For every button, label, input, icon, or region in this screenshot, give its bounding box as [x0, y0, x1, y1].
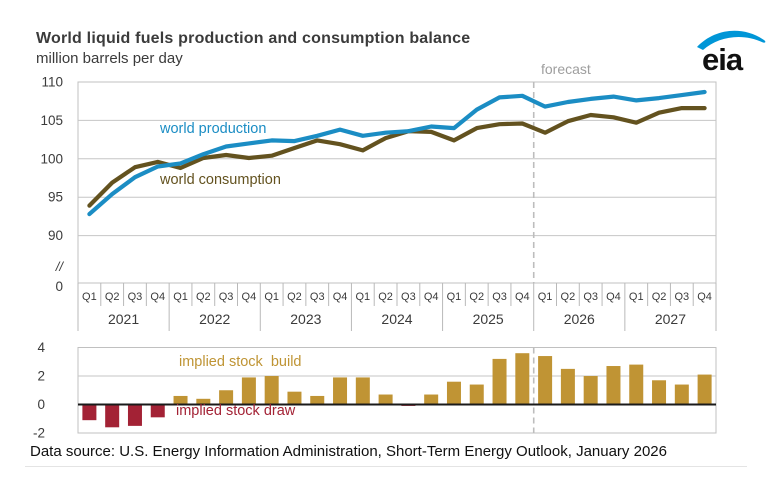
- quarter-tick-label: Q1: [629, 291, 644, 303]
- quarter-tick-label: Q3: [401, 291, 416, 303]
- stock-build-bar: [173, 395, 188, 405]
- y-axis-tick-label: 2: [37, 369, 45, 384]
- y-axis-tick-label: 110: [41, 75, 63, 90]
- quarter-tick-label: Q1: [447, 291, 462, 303]
- quarter-tick-label: Q4: [515, 291, 530, 303]
- year-tick-label: 2025: [473, 311, 504, 327]
- y-axis-tick-label: 4: [37, 340, 45, 355]
- stock-build-bar: [629, 364, 644, 405]
- quarter-tick-label: Q4: [697, 291, 712, 303]
- quarter-tick-label: Q4: [333, 291, 348, 303]
- stock-build-bar: [355, 377, 370, 405]
- quarter-tick-label: Q2: [196, 291, 211, 303]
- quarter-tick-label: Q4: [242, 291, 257, 303]
- stock-build-bar: [674, 384, 689, 405]
- stock-build-bar: [469, 384, 484, 405]
- consumption-line: [87, 105, 707, 208]
- stock-build-bar: [697, 374, 712, 405]
- stock-build-bar: [583, 376, 598, 405]
- quarter-tick-label: Q4: [424, 291, 439, 303]
- quarter-tick-label: Q4: [150, 291, 165, 303]
- y-axis-tick-label: 95: [48, 190, 63, 205]
- stock-build-bar: [538, 356, 553, 405]
- bottom-plot-border: [77, 347, 717, 434]
- y-axis-tick-label: 100: [40, 151, 63, 166]
- quarter-tick-label: Q3: [492, 291, 507, 303]
- y-axis-tick-label: 0: [37, 397, 45, 412]
- quarter-tick-label: Q1: [538, 291, 553, 303]
- stock-draw-label: implied stock draw: [176, 403, 296, 419]
- year-tick-label: 2026: [564, 311, 595, 327]
- eia-logo-text: eia: [702, 42, 744, 74]
- y-axis-zero-label: 0: [55, 279, 63, 294]
- year-tick-label: 2027: [655, 311, 686, 327]
- stock-build-bar: [219, 390, 234, 405]
- stock-build-bar: [196, 398, 211, 405]
- production-series-label: world production: [160, 121, 267, 137]
- y-axis-break-mark: //: [55, 259, 65, 274]
- quarter-tick-label: Q3: [310, 291, 325, 303]
- y-axis-tick-label: 105: [40, 113, 63, 128]
- consumption-series-label: world consumption: [160, 172, 281, 188]
- chart-units-label: million barrels per day: [36, 50, 183, 67]
- eia-logo-swoosh-icon: [697, 30, 766, 50]
- quarter-tick-label: Q2: [105, 291, 120, 303]
- page-title: World liquid fuels production and consum…: [36, 30, 471, 47]
- quarter-tick-label: Q4: [606, 291, 621, 303]
- year-tick-label: 2024: [381, 311, 412, 327]
- y-axis-tick-label: -2: [33, 426, 45, 441]
- stock-build-bar: [652, 380, 667, 405]
- stock-build-bar: [333, 377, 348, 405]
- stock-build-bar: [310, 395, 325, 405]
- production-line: [87, 89, 707, 217]
- data-source-note: Data source: U.S. Energy Information Adm…: [30, 443, 667, 460]
- stock-build-bar: [515, 353, 530, 405]
- stock-build-bar: [446, 381, 461, 405]
- y-axis-tick-label: 90: [48, 228, 63, 243]
- forecast-label: forecast: [541, 61, 591, 77]
- quarter-tick-label: Q2: [287, 291, 302, 303]
- quarter-tick-label: Q1: [82, 291, 97, 303]
- stock-build-label: implied stock build: [179, 354, 302, 370]
- stock-build-bar: [560, 368, 575, 405]
- year-tick-label: 2022: [199, 311, 230, 327]
- quarter-tick-label: Q3: [128, 291, 143, 303]
- quarter-tick-label: Q3: [674, 291, 689, 303]
- eia-logo: eia: [697, 30, 766, 74]
- quarter-tick-label: Q3: [219, 291, 234, 303]
- quarter-tick-label: Q1: [173, 291, 188, 303]
- quarter-tick-label: Q2: [652, 291, 667, 303]
- stock-build-bar: [606, 366, 621, 405]
- quarter-tick-label: Q2: [469, 291, 484, 303]
- year-tick-label: 2021: [108, 311, 139, 327]
- quarter-tick-label: Q1: [355, 291, 370, 303]
- stock-build-bar: [287, 391, 302, 405]
- stock-build-bar: [378, 394, 393, 405]
- stock-draw-bar: [82, 404, 97, 421]
- stock-draw-bar: [150, 404, 165, 418]
- stock-build-bar: [492, 358, 507, 405]
- stock-build-bar: [424, 394, 439, 405]
- quarter-tick-label: Q2: [378, 291, 393, 303]
- stock-build-bar: [264, 376, 279, 405]
- stock-draw-bar: [127, 404, 142, 426]
- quarter-tick-label: Q2: [561, 291, 576, 303]
- footer-divider: [25, 466, 747, 467]
- stock-build-bar: [241, 377, 256, 405]
- year-tick-label: 2023: [290, 311, 321, 327]
- stock-draw-bar: [105, 404, 120, 428]
- quarter-tick-label: Q3: [583, 291, 598, 303]
- quarter-tick-label: Q1: [264, 291, 279, 303]
